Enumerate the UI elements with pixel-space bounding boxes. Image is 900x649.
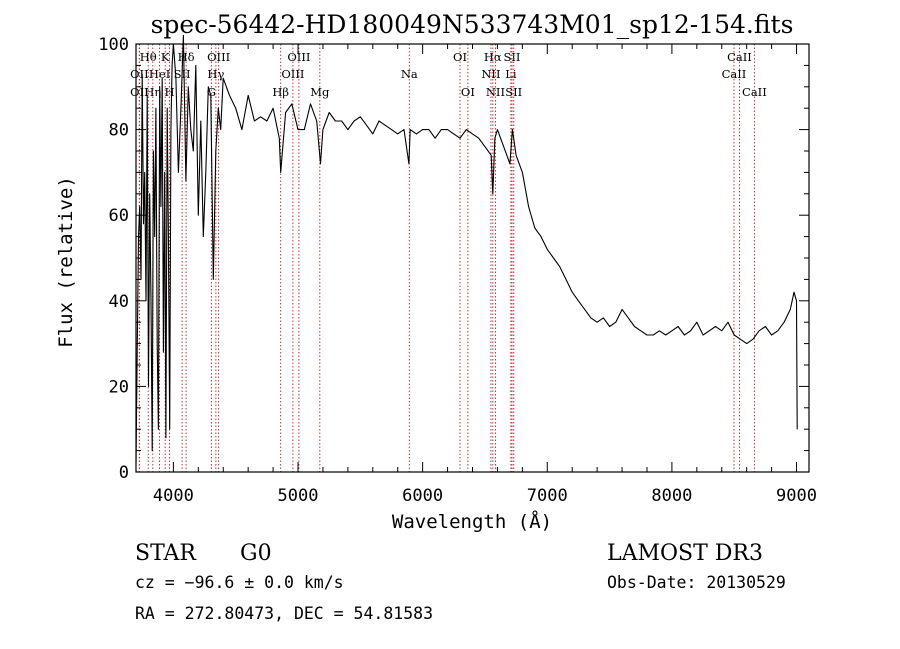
- line-marker-label-17: OI: [453, 50, 467, 64]
- x-tick-label-1: 5000: [278, 486, 319, 506]
- line-marker-label-26: CaII: [722, 67, 747, 81]
- line-marker-label-25: CaII: [727, 50, 752, 64]
- line-marker-label-20: NII: [481, 67, 500, 81]
- y-tick-label-4: 80: [109, 121, 129, 141]
- line-marker-label-6: Hδ: [178, 50, 195, 64]
- line-marker-label-13: OIII: [287, 50, 310, 64]
- x-tick-label-3: 7000: [527, 486, 568, 506]
- line-marker-label-3: K: [161, 50, 170, 64]
- object-class: STAR: [135, 541, 197, 566]
- line-marker-label-8: H: [165, 85, 175, 99]
- y-tick-label-2: 40: [109, 292, 129, 312]
- y-tick-label-5: 100: [98, 35, 129, 55]
- x-tick-label-5: 9000: [776, 486, 817, 506]
- line-marker-label-0: Hθ: [140, 50, 157, 64]
- line-marker-label-27: CaII: [742, 85, 767, 99]
- y-tick-label-1: 20: [109, 377, 129, 397]
- x-tick-label-0: 4000: [153, 486, 194, 506]
- line-marker-label-10: Hγ: [207, 67, 224, 81]
- line-marker-label-18: OI: [461, 85, 475, 99]
- obs-date: Obs-Date: 20130529: [607, 573, 786, 592]
- line-marker-label-24: SII: [505, 85, 522, 99]
- x-axis-label: Wavelength (Å): [392, 510, 552, 533]
- spectrum-series-line: [135, 34, 798, 464]
- line-marker-label-21: NII: [486, 85, 505, 99]
- line-marker-label-16: Na: [401, 67, 418, 81]
- line-marker-label-14: OIII: [281, 67, 304, 81]
- line-marker-label-4: HeI: [149, 67, 170, 81]
- y-tick-label-0: 0: [119, 463, 129, 483]
- y-tick-label-3: 60: [109, 206, 129, 226]
- emission-line-markers: Hθ OII OII K HeI Hη Hδ SII H OIII Hγ G Hβ OIII OIII Mg N…: [130, 44, 767, 472]
- y-axis-label: Flux (relative): [55, 176, 77, 348]
- redshift-cz: cz = −96.6 ± 0.0 km/s: [135, 573, 344, 592]
- line-marker-label-2: OII: [130, 85, 149, 99]
- line-marker-label-1: OII: [130, 67, 149, 81]
- line-marker-label-23: Li: [505, 67, 517, 81]
- x-tick-label-2: 6000: [402, 486, 443, 506]
- line-marker-label-15: Mg: [310, 85, 330, 99]
- line-marker-label-11: G: [207, 85, 216, 99]
- chart-title: spec-56442-HD180049N533743M01_sp12-154.f…: [151, 10, 794, 39]
- ra-dec-coordinates: RA = 272.80473, DEC = 54.81583: [135, 604, 433, 623]
- line-marker-label-19: Hα: [484, 50, 502, 64]
- plot-frame: [135, 43, 810, 473]
- line-marker-label-22: SII: [504, 50, 521, 64]
- line-marker-label-9: OIII: [207, 50, 230, 64]
- line-marker-label-5: Hη: [144, 85, 161, 99]
- line-marker-label-12: Hβ: [272, 85, 289, 99]
- object-subclass: G0: [240, 541, 272, 566]
- survey-name: LAMOST DR3: [607, 541, 763, 566]
- x-tick-label-4: 8000: [651, 486, 692, 506]
- axis-ticks: 4000 5000 6000 7000 8000 9000 0 20 40 60 80 100: [98, 35, 817, 506]
- spectrum-plot-area: [135, 34, 798, 464]
